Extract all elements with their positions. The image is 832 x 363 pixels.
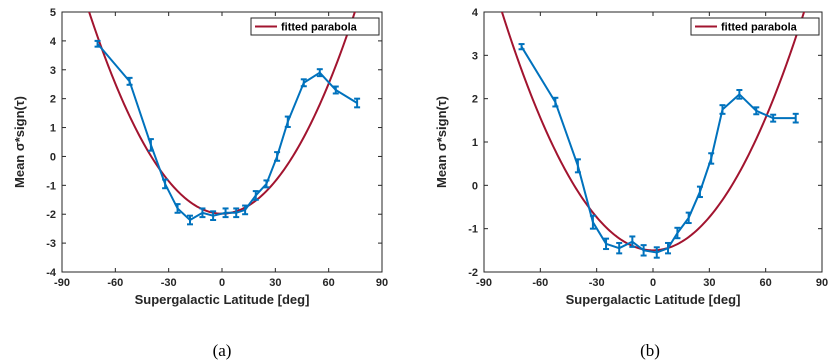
error-bar <box>518 43 525 51</box>
error-bar <box>589 214 596 230</box>
error-bar <box>753 106 760 116</box>
error-bar <box>284 115 291 128</box>
error-bar <box>792 112 799 124</box>
error-bar <box>316 68 323 78</box>
error-bar <box>126 76 133 86</box>
x-tick-label: -90 <box>476 277 492 289</box>
error-bar <box>332 85 339 95</box>
chart-panel-2: -90 -60 -30 0 30 60 90 -2 -1 0 1 2 3 4 Supergalactic L… <box>434 7 828 360</box>
y-tick-label: -4 <box>46 267 57 279</box>
y-tick-label: 3 <box>472 50 478 62</box>
error-bar <box>552 96 559 108</box>
y-tick-label: 0 <box>50 151 56 163</box>
legend-box <box>690 17 820 36</box>
error-bar <box>603 237 610 251</box>
error-bar <box>696 185 703 199</box>
y-tick-label: 2 <box>50 94 56 106</box>
error-bar <box>162 178 169 190</box>
x-tick-label: 30 <box>703 277 715 289</box>
plot-area <box>61 11 383 273</box>
x-axis-label: Supergalactic Latitude [deg] <box>566 292 741 307</box>
y-tick-label: 4 <box>50 36 57 48</box>
error-bar <box>233 207 240 219</box>
plot-content <box>500 12 806 259</box>
legend: fitted parabola <box>250 17 380 36</box>
error-bar <box>616 241 623 255</box>
y-tick-label: 2 <box>472 94 478 106</box>
y-tick-label: -2 <box>468 267 478 279</box>
y-tick-label: -3 <box>46 238 56 250</box>
legend-label: fitted parabola <box>281 22 358 34</box>
error-bar <box>274 151 281 162</box>
y-tick-label: -2 <box>46 209 56 221</box>
x-tick-label: 30 <box>269 277 281 289</box>
error-bar <box>199 207 206 219</box>
error-bar <box>174 203 181 214</box>
y-tick-label: 1 <box>472 137 478 149</box>
y-axis-label: Mean σ*sign(τ) <box>434 96 449 188</box>
error-bar <box>674 226 681 240</box>
y-tick-label: 0 <box>472 180 478 192</box>
x-tick-label: 90 <box>376 277 388 289</box>
y-tick-label: 1 <box>50 123 56 135</box>
error-bar <box>685 211 692 225</box>
error-bar <box>187 214 193 226</box>
legend-box <box>250 17 380 36</box>
chart-panel-1: -90 -60 -30 0 30 60 90 -4 -3 -2 -1 0 1 2 3 4 5 Supergalac… <box>12 7 388 360</box>
x-tick-label: -60 <box>532 277 548 289</box>
error-bar <box>665 241 672 255</box>
x-tick-label: 0 <box>219 277 225 289</box>
error-bar <box>354 97 361 109</box>
x-tick-label: -60 <box>107 277 123 289</box>
x-axis-label: Supergalactic Latitude [deg] <box>135 292 310 307</box>
x-tick-label: 0 <box>650 277 656 289</box>
x-tick-label: -90 <box>54 277 70 289</box>
x-tick-label: 60 <box>760 277 772 289</box>
error-bar <box>252 190 259 201</box>
plot-content <box>88 12 361 226</box>
error-bar <box>242 204 249 216</box>
x-tick-label: 60 <box>323 277 335 289</box>
error-bar <box>300 78 307 88</box>
error-bar <box>94 39 101 48</box>
error-bar <box>263 179 270 189</box>
legend: fitted parabola <box>690 17 820 36</box>
panel-caption: (b) <box>640 341 660 360</box>
error-bar <box>147 138 154 152</box>
y-tick-label: -1 <box>46 180 56 192</box>
x-tick-label: 90 <box>816 277 828 289</box>
error-bar <box>574 158 581 174</box>
error-bar <box>653 246 660 259</box>
x-tick-label: -30 <box>589 277 605 289</box>
error-bar <box>640 244 647 257</box>
error-bar <box>210 210 217 221</box>
y-axis-label: Mean σ*sign(τ) <box>12 96 27 188</box>
x-tick-label: -30 <box>161 277 177 289</box>
panel-caption: (a) <box>213 341 232 360</box>
y-tick-label: 4 <box>472 7 479 19</box>
error-bar <box>708 152 715 165</box>
fitted-parabola-line <box>500 12 806 252</box>
y-tick-label: 3 <box>50 65 56 77</box>
legend-label: fitted parabola <box>721 22 798 34</box>
error-bar <box>222 207 229 219</box>
plot-area <box>483 11 823 273</box>
error-bar <box>629 235 636 248</box>
y-tick-label: -1 <box>468 224 478 236</box>
y-tick-label: 5 <box>50 7 56 19</box>
error-bar <box>736 89 743 100</box>
error-bar <box>719 104 726 115</box>
error-bar <box>770 113 777 123</box>
